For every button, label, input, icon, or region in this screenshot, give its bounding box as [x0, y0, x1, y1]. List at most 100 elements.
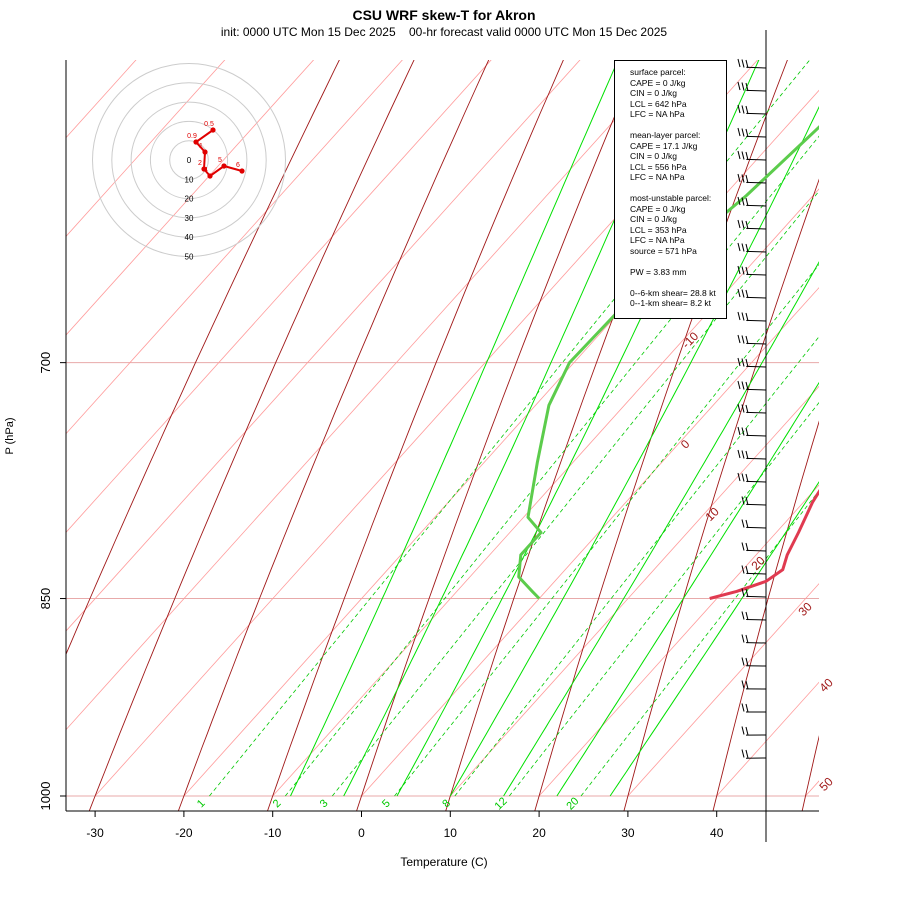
- dry-adiabat-line: [623, 178, 819, 811]
- mixing-ratio-line: [580, 490, 819, 797]
- hodograph-point: [193, 139, 199, 145]
- hodograph-ring-label: 20: [185, 195, 194, 204]
- mixing-ratio-line: [209, 60, 811, 797]
- surface-cin: CIN = 0 J/kg: [630, 88, 678, 98]
- mu-source: source = 571 hPa: [630, 245, 697, 256]
- hodograph-ring: [92, 63, 286, 257]
- wind-barb: [737, 127, 767, 138]
- mixing-ratio-label: 3: [318, 797, 331, 810]
- mu-cape: CAPE = 0 J/kg: [630, 203, 686, 214]
- y-tick-label: 850: [38, 588, 53, 610]
- moist-adiabat-line: [609, 481, 819, 797]
- wind-barb: [741, 703, 767, 713]
- ml-parcel-title: mean-layer parcel:: [630, 130, 701, 140]
- x-tick-label: 10: [444, 826, 458, 840]
- moist-adiabat-line: [343, 60, 685, 797]
- dry-adiabat-line: [883, 0, 900, 855]
- hodograph-ring-label: 0: [187, 156, 192, 165]
- surface-cape: CAPE = 0 J/kg: [630, 77, 686, 88]
- chart-subtitle: init: 0000 UTC Mon 15 Dec 2025 00-hr for…: [220, 25, 668, 39]
- moist-adiabat-line: [449, 105, 819, 797]
- hodograph-height-label: 2: [198, 160, 202, 167]
- wind-barb: [741, 634, 767, 644]
- wind-barb: [741, 519, 767, 529]
- x-tick-label: 30: [621, 826, 635, 840]
- isotherm-line: [183, 89, 819, 797]
- moist-adiabat-line: [290, 60, 619, 797]
- shear-0-6km: 0--6-km shear= 28.8 kt: [630, 287, 716, 298]
- isotherm-line: [66, 60, 492, 533]
- hodograph-point: [221, 163, 227, 169]
- dry-adiabat-line: [712, 420, 819, 811]
- surface-lfc: LFC = NA hPa: [630, 109, 685, 119]
- wind-barb: [737, 311, 767, 322]
- wind-barb: [737, 104, 767, 115]
- hodograph-ring: [111, 82, 267, 238]
- isotherm-label: 10: [702, 504, 722, 524]
- wind-barb: [737, 265, 767, 276]
- mixing-ratio-label: 20: [564, 795, 581, 812]
- hodograph-ring-label: 50: [185, 253, 194, 262]
- hodograph-height-label: 0.5: [204, 121, 214, 128]
- dry-adiabat-line: [177, 60, 490, 811]
- wind-barb: [737, 242, 767, 253]
- x-tick-label: 0: [358, 826, 365, 840]
- dry-adiabat-line: [534, 60, 788, 811]
- hodograph-point: [239, 168, 245, 174]
- parcel-info-panel: surface parcel: CAPE = 0 J/kg CIN = 0 J/…: [614, 60, 727, 319]
- isotherm-label: 30: [795, 599, 815, 619]
- isotherm-label: 20: [748, 553, 768, 573]
- mixing-ratio-line: [454, 336, 819, 797]
- isotherm-line: [66, 60, 403, 435]
- dry-adiabat-line: [88, 60, 415, 811]
- isotherm-line: [66, 60, 581, 632]
- wind-barb: [741, 496, 767, 506]
- shear-0-1km: 0--1-km shear= 8.2 kt: [630, 298, 712, 308]
- wind-barb: [741, 657, 767, 667]
- mixing-ratio-line: [284, 135, 819, 797]
- y-axis-label: P (hPa): [4, 417, 16, 454]
- hodograph-height-label: 6: [236, 162, 240, 169]
- isotherm-line: [894, 0, 900, 796]
- hodograph-ring-label: 30: [185, 214, 194, 223]
- hodograph-height-label: 1: [199, 143, 203, 150]
- wind-barb: [741, 588, 767, 598]
- ml-lcl: LCL = 556 hPa: [630, 161, 687, 172]
- hodograph-height-label: 5: [218, 157, 222, 164]
- wind-barb: [741, 542, 767, 552]
- wind-barb: [737, 380, 767, 391]
- mu-cin: CIN = 0 J/kg: [630, 214, 678, 224]
- wind-barb: [741, 749, 767, 759]
- mu-lfc: LFC = NA hPa: [630, 235, 685, 245]
- mixing-ratio-label: 2: [271, 797, 284, 810]
- hodograph-height-label: 0.9: [187, 133, 197, 140]
- ml-lfc: LFC = NA hPa: [630, 172, 685, 182]
- wind-barb: [737, 58, 767, 69]
- dry-adiabat-line: [267, 60, 564, 811]
- isotherm-line: [94, 60, 759, 797]
- x-tick-label: 20: [532, 826, 546, 840]
- wind-barb: [741, 680, 767, 690]
- isotherm-line: [66, 60, 315, 336]
- wind-barb: [737, 288, 767, 299]
- x-tick-label: -20: [175, 826, 193, 840]
- hodograph-height-label: 4: [204, 167, 208, 174]
- wind-barb: [737, 196, 767, 207]
- hodograph-ring: [130, 101, 248, 219]
- mu-parcel-title: most-unstable parcel:: [630, 193, 712, 203]
- temperature-profile: [709, 489, 819, 600]
- wind-barb: [737, 150, 767, 161]
- hodograph-point: [202, 149, 208, 155]
- precipitable-water: PW = 3.83 mm: [630, 266, 687, 277]
- mu-lcl: LCL = 353 hPa: [630, 224, 687, 235]
- hodograph-point: [201, 166, 207, 172]
- x-tick-label: -30: [86, 826, 104, 840]
- isotherm-line: [805, 780, 819, 797]
- wind-barb: [737, 81, 767, 92]
- dry-adiabat-line: [356, 60, 639, 811]
- x-tick-label: 40: [710, 826, 724, 840]
- dry-adiabat-line: [66, 60, 340, 656]
- wind-barb: [737, 334, 767, 345]
- ml-cape: CAPE = 17.1 J/kg: [630, 140, 698, 151]
- mixing-ratio-line: [508, 401, 819, 797]
